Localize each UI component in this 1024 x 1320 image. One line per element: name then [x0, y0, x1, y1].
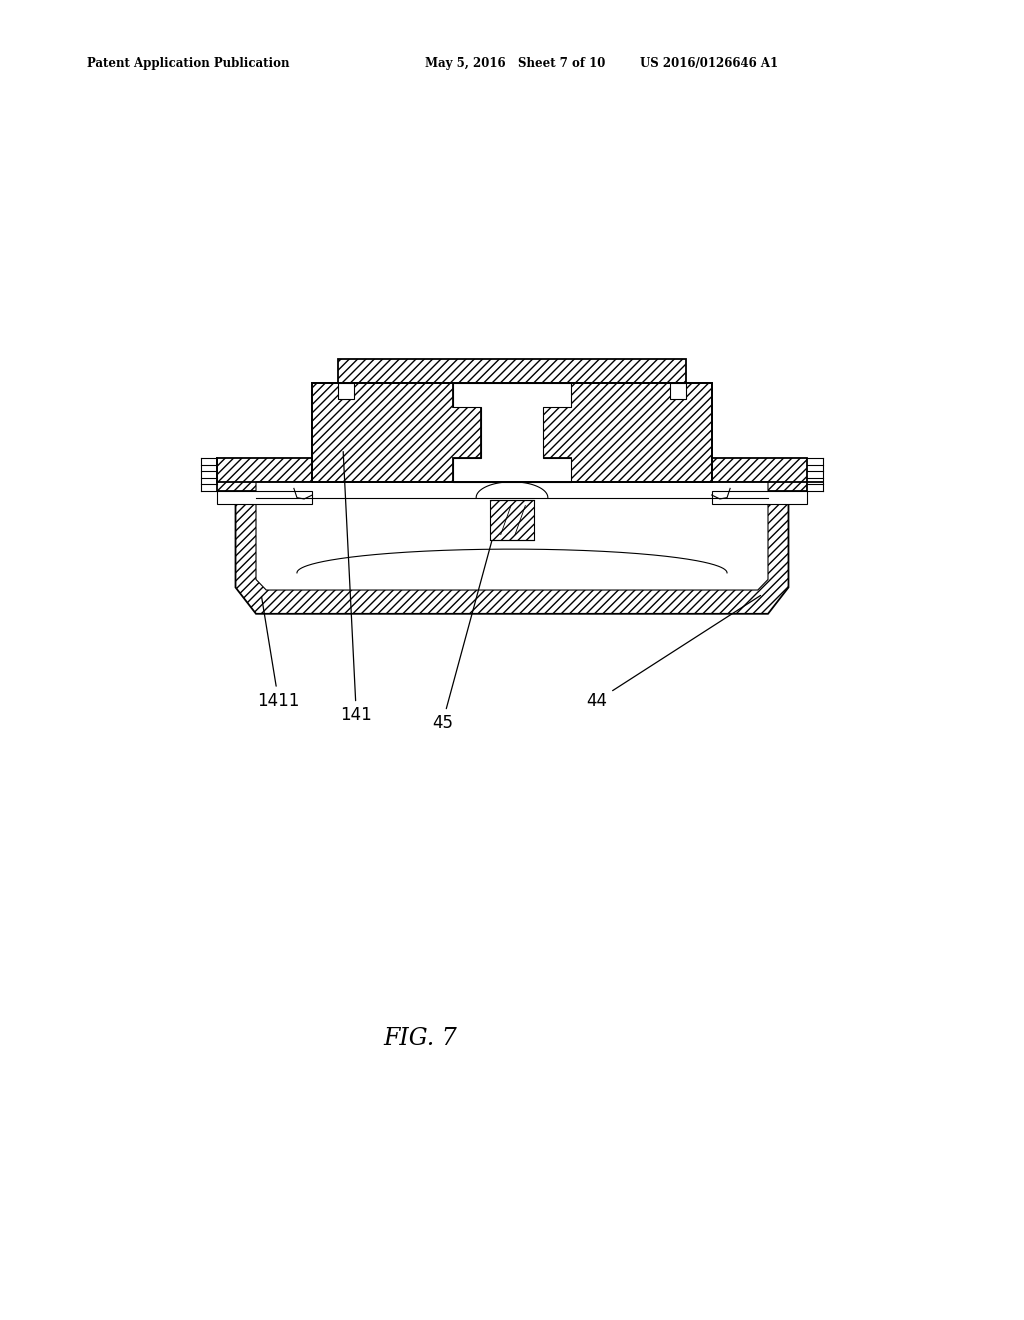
- Polygon shape: [670, 383, 686, 399]
- Polygon shape: [338, 383, 354, 399]
- Polygon shape: [543, 383, 712, 482]
- Polygon shape: [712, 458, 807, 491]
- Text: Patent Application Publication: Patent Application Publication: [87, 57, 290, 70]
- Text: US 2016/0126646 A1: US 2016/0126646 A1: [640, 57, 778, 70]
- Polygon shape: [217, 458, 312, 491]
- Polygon shape: [236, 482, 788, 614]
- Polygon shape: [338, 359, 686, 383]
- Text: FIG. 7: FIG. 7: [383, 1027, 457, 1051]
- Text: 45: 45: [432, 507, 501, 733]
- Text: 141: 141: [340, 451, 373, 725]
- Text: 44: 44: [587, 595, 761, 710]
- Polygon shape: [312, 383, 481, 482]
- Polygon shape: [712, 491, 807, 504]
- Polygon shape: [256, 482, 768, 590]
- Text: 1411: 1411: [257, 597, 300, 710]
- Polygon shape: [453, 383, 571, 482]
- Polygon shape: [490, 500, 534, 540]
- Polygon shape: [217, 491, 312, 504]
- Text: May 5, 2016   Sheet 7 of 10: May 5, 2016 Sheet 7 of 10: [425, 57, 605, 70]
